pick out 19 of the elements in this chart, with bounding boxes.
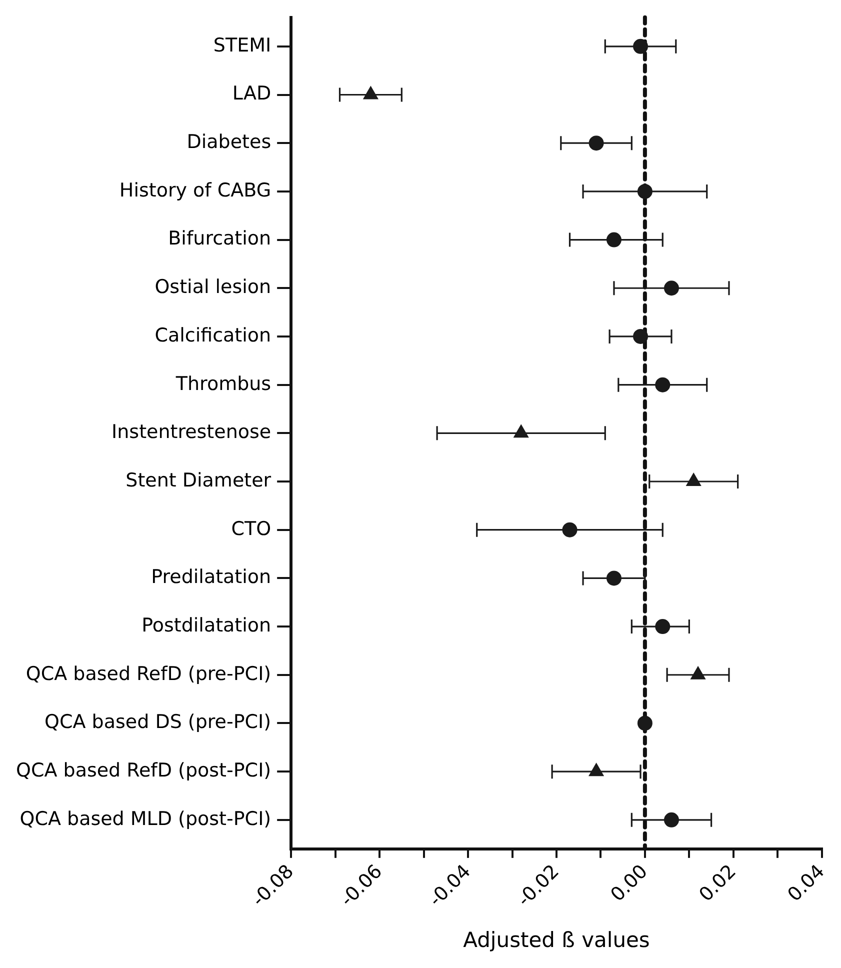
y-tick-label: Predilatation [151, 566, 272, 588]
y-tick-label: STEMI [213, 34, 272, 56]
y-tick-label: Bifurcation [168, 228, 272, 250]
y-tick-label: QCA based RefD (pre-PCI) [26, 662, 272, 685]
y-tick-label: Ostial lesion [154, 276, 272, 298]
y-tick-label: QCA based RefD (post-PCI) [16, 760, 272, 782]
y-tick-label: LAD [232, 82, 272, 105]
y-tick-label: Instentrestenose [112, 421, 272, 444]
point [637, 716, 652, 731]
y-tick-label: Postdilatation [142, 614, 272, 636]
y-tick-label: Calcification [154, 324, 272, 346]
x-axis-title: Adjusted ß values [463, 928, 650, 952]
y-tick-label: CTO [231, 518, 272, 540]
y-tick-label: History of CABG [119, 179, 272, 202]
y-tick-label: QCA based MLD (post-PCI) [20, 808, 272, 830]
y-tick-label: QCA based DS (pre-PCI) [44, 711, 272, 734]
y-tick-label: Diabetes [186, 131, 272, 154]
y-tick-label: Thrombus [174, 372, 272, 395]
y-tick-label: Stent Diameter [126, 469, 272, 492]
